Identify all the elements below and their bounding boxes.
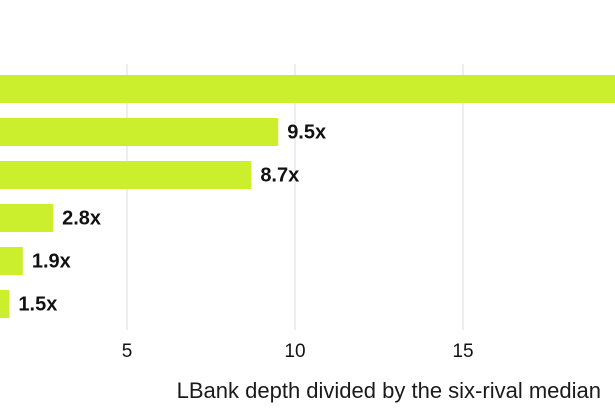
- x-tick-label: 10: [284, 341, 305, 362]
- bar-value-label: 8.7x: [260, 164, 299, 186]
- bars: [0, 75, 615, 318]
- bar: [0, 118, 279, 146]
- x-tick-label: 5: [122, 341, 133, 362]
- grid-lines: [126, 64, 464, 330]
- bar: [0, 204, 54, 232]
- x-tick-label: 15: [452, 341, 473, 362]
- bar-value-label: 2.8x: [62, 207, 101, 229]
- bar-value-label: 1.5x: [18, 293, 57, 315]
- bar-value-labels: 9.5x 8.7x 2.8x 1.9x 1.5x: [18, 121, 326, 315]
- bar-value-label: 9.5x: [287, 121, 326, 143]
- bar-value-label: 1.9x: [32, 250, 71, 272]
- bar: [0, 290, 10, 318]
- bar: [0, 161, 252, 189]
- x-tick-labels: 5 10 15: [122, 341, 474, 362]
- bar: [0, 247, 23, 275]
- x-axis-title: LBank depth divided by the six-rival med…: [176, 378, 601, 403]
- bar: [0, 75, 615, 103]
